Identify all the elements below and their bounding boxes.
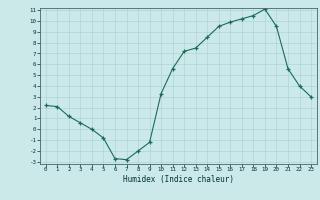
X-axis label: Humidex (Indice chaleur): Humidex (Indice chaleur) — [123, 175, 234, 184]
